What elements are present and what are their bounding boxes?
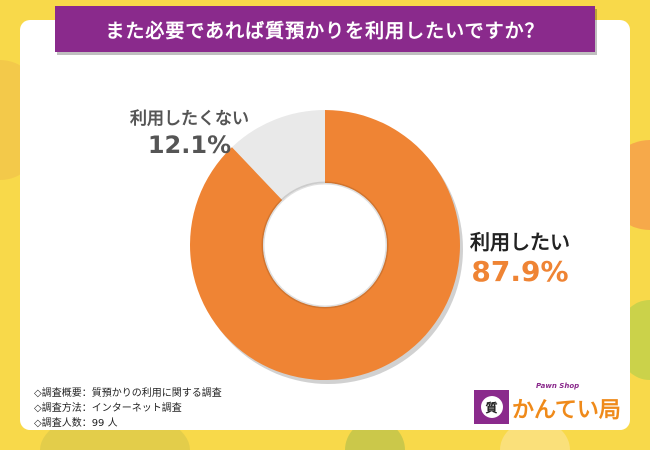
logo-mark-icon: 質 <box>474 390 509 424</box>
category-label: 利用したい <box>470 230 570 254</box>
label-yes: 利用したい 87.9% <box>470 226 570 288</box>
category-label: 利用したくない <box>130 109 249 129</box>
survey-notes: ◇調査概要：質預かりの利用に関する調査 ◇調査方法：インターネット調査 ◇調査人… <box>34 386 222 431</box>
page-title: また必要であれば質預かりを利用したいですか？ <box>55 6 595 52</box>
brand-logo: 質 Pawn Shop かんてい局 <box>474 382 621 424</box>
donut-slice-2 <box>231 110 325 201</box>
label-no: 利用したくない 12.1% <box>130 104 249 159</box>
note: ◇調査方法：インターネット調査 <box>34 403 182 414</box>
logo-text: Pawn Shop かんてい局 <box>512 382 621 423</box>
value-label: 87.9% <box>471 255 569 288</box>
note: ◇調査概要：質預かりの利用に関する調査 <box>34 388 222 399</box>
value-label: 12.1% <box>147 131 232 159</box>
note: ◇調査人数：99 人 <box>34 418 118 429</box>
donut-slice-1 <box>190 110 461 380</box>
donut-hole <box>261 181 389 309</box>
